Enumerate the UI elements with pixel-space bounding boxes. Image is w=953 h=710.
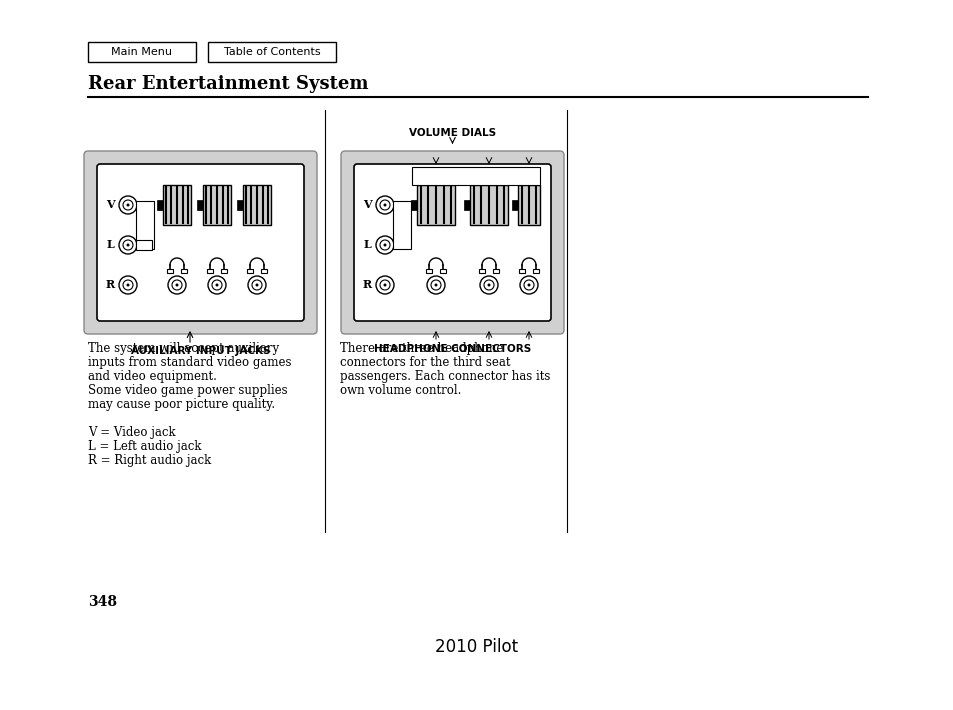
Bar — [393, 201, 411, 249]
FancyBboxPatch shape — [84, 151, 316, 334]
Bar — [163, 185, 191, 225]
Text: The system will accept auxiliary: The system will accept auxiliary — [88, 342, 279, 355]
FancyBboxPatch shape — [354, 164, 551, 321]
Bar — [207, 269, 213, 273]
Bar — [533, 269, 538, 273]
FancyBboxPatch shape — [97, 164, 304, 321]
Text: L = Left audio jack: L = Left audio jack — [88, 440, 201, 453]
Circle shape — [383, 283, 386, 287]
Text: L: L — [363, 239, 371, 251]
Text: may cause poor picture quality.: may cause poor picture quality. — [88, 398, 274, 411]
Circle shape — [383, 244, 386, 246]
Text: Some video game power supplies: Some video game power supplies — [88, 384, 287, 397]
Circle shape — [487, 283, 490, 287]
FancyBboxPatch shape — [88, 42, 195, 62]
Circle shape — [127, 244, 130, 246]
Text: V: V — [106, 200, 114, 210]
Text: inputs from standard video games: inputs from standard video games — [88, 356, 292, 369]
Bar — [196, 200, 203, 210]
Circle shape — [434, 283, 437, 287]
Bar — [439, 269, 446, 273]
Text: HEADPHONE CONNECTORS: HEADPHONE CONNECTORS — [374, 344, 531, 354]
Text: Rear Entertainment System: Rear Entertainment System — [88, 75, 368, 93]
Circle shape — [127, 204, 130, 207]
Text: 2010 Pilot: 2010 Pilot — [435, 638, 518, 656]
Bar — [411, 200, 416, 210]
Text: V: V — [362, 200, 371, 210]
Text: passengers. Each connector has its: passengers. Each connector has its — [339, 370, 550, 383]
Bar — [203, 185, 231, 225]
Text: R: R — [106, 280, 114, 290]
Text: L: L — [106, 239, 113, 251]
Bar — [412, 167, 539, 185]
Text: and video equipment.: and video equipment. — [88, 370, 216, 383]
Bar — [136, 201, 153, 249]
Bar — [236, 200, 243, 210]
Bar — [243, 185, 271, 225]
FancyBboxPatch shape — [208, 42, 335, 62]
Bar — [470, 185, 507, 225]
Text: Table of Contents: Table of Contents — [223, 47, 320, 57]
Bar — [463, 200, 470, 210]
Bar — [518, 269, 524, 273]
Circle shape — [383, 204, 386, 207]
Text: VOLUME DIALS: VOLUME DIALS — [409, 128, 496, 138]
Circle shape — [527, 283, 530, 287]
Circle shape — [255, 283, 258, 287]
Bar — [167, 269, 172, 273]
Bar — [136, 240, 152, 250]
Text: own volume control.: own volume control. — [339, 384, 461, 397]
Bar — [478, 269, 484, 273]
Bar — [261, 269, 267, 273]
Bar — [426, 269, 432, 273]
Text: 348: 348 — [88, 595, 117, 609]
FancyBboxPatch shape — [340, 151, 563, 334]
Bar — [247, 269, 253, 273]
Bar — [493, 269, 498, 273]
Text: Main Menu: Main Menu — [112, 47, 172, 57]
Text: connectors for the third seat: connectors for the third seat — [339, 356, 510, 369]
Bar — [416, 185, 455, 225]
Bar — [512, 200, 517, 210]
Bar — [157, 200, 163, 210]
Text: V = Video jack: V = Video jack — [88, 426, 175, 439]
Circle shape — [175, 283, 178, 287]
Text: There are three headphone: There are three headphone — [339, 342, 503, 355]
Text: R = Right audio jack: R = Right audio jack — [88, 454, 211, 467]
Bar — [517, 185, 539, 225]
Bar — [221, 269, 227, 273]
Text: R: R — [362, 280, 371, 290]
Bar — [181, 269, 187, 273]
Circle shape — [215, 283, 218, 287]
Circle shape — [127, 283, 130, 287]
Text: AUXILIARY INPUT JACKS: AUXILIARY INPUT JACKS — [131, 346, 270, 356]
